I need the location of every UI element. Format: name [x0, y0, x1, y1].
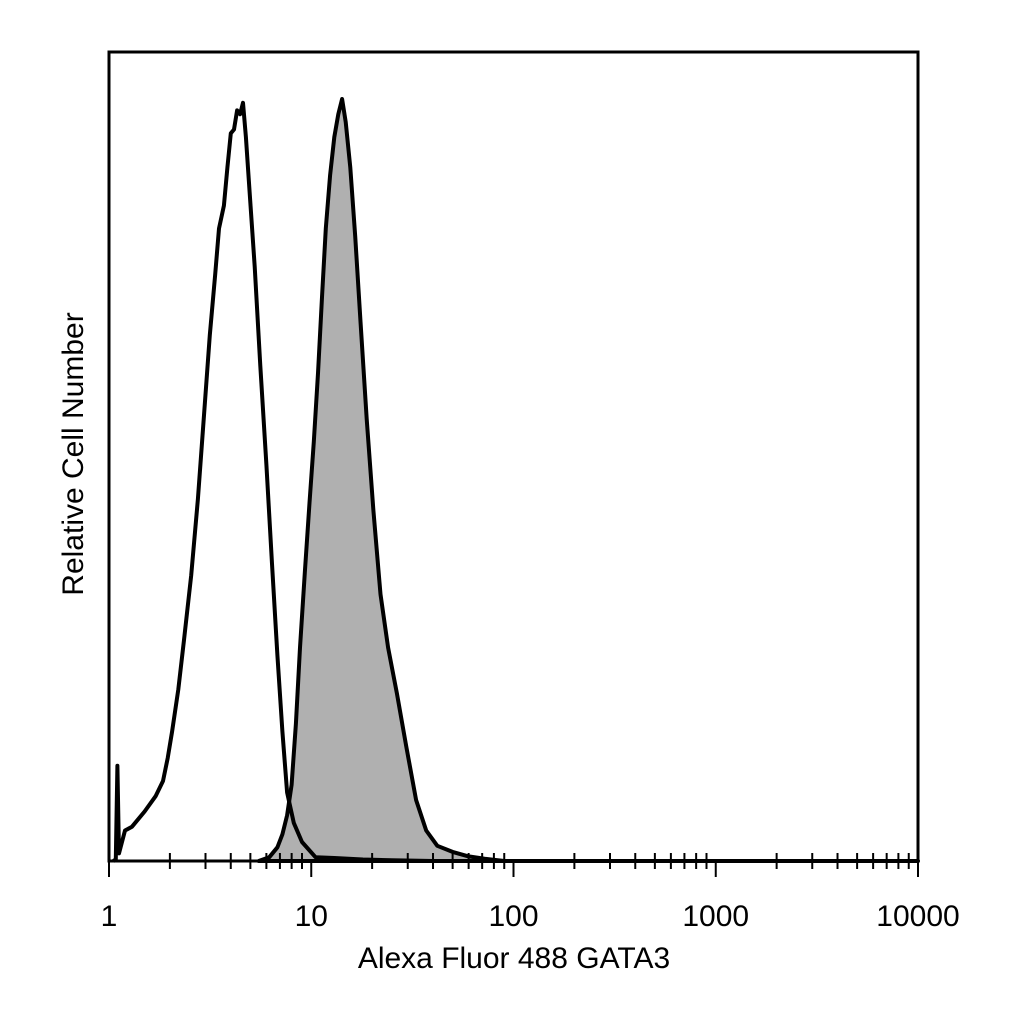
plot-frame — [107, 50, 920, 863]
x-tick-label: 10 — [295, 900, 328, 933]
series-layer — [112, 97, 920, 863]
x-tick-label: 100 — [488, 900, 538, 933]
x-axis-title: Alexa Fluor 488 GATA3 — [358, 942, 670, 975]
x-tick-label: 1000 — [682, 900, 749, 933]
x-axis-ticks — [108, 853, 919, 877]
x-axis-tick-labels: 1 10 100 1000 10000 — [101, 900, 960, 933]
filled-histogram-series — [256, 97, 920, 863]
outline-histogram-series — [112, 100, 918, 863]
x-tick-label: 1 — [101, 900, 118, 933]
x-tick-label: 10000 — [876, 900, 959, 933]
y-axis-title: Relative Cell Number — [57, 312, 90, 595]
